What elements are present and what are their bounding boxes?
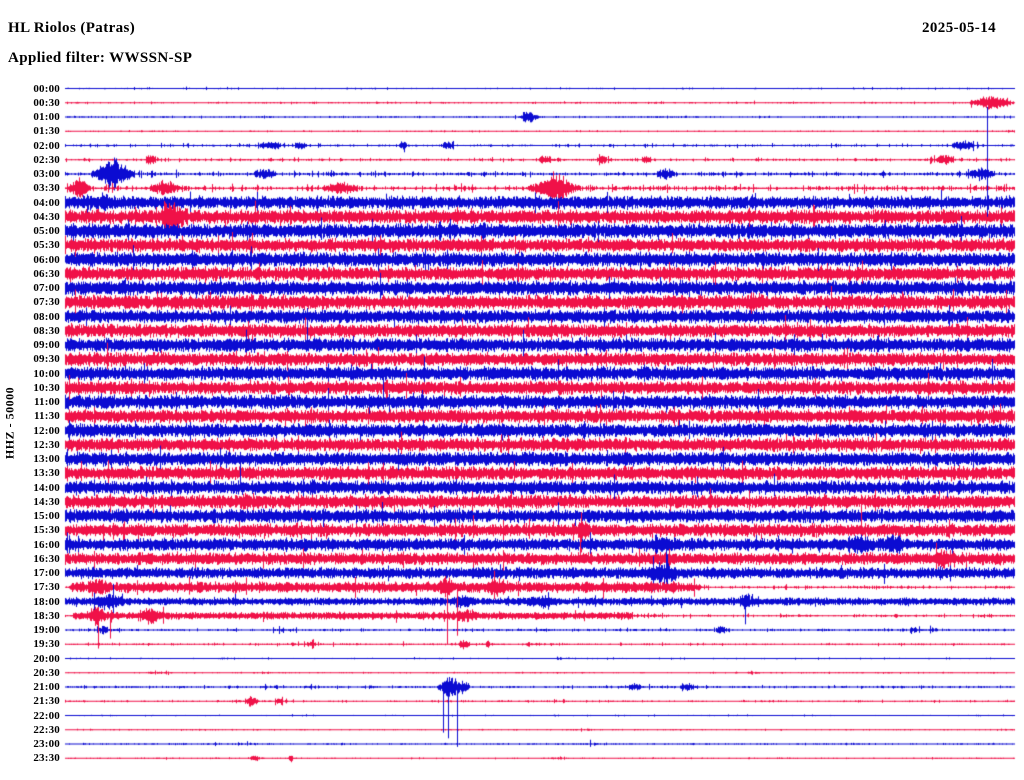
- time-label: 14:30: [33, 495, 60, 508]
- time-label: 02:00: [33, 139, 60, 152]
- time-label: 07:00: [33, 282, 60, 294]
- time-label: 04:30: [33, 210, 60, 223]
- time-label: 10:30: [33, 381, 60, 394]
- time-label: 12:30: [33, 438, 60, 451]
- time-label: 21:00: [33, 681, 60, 693]
- station-title: HL Riolos (Patras): [8, 20, 136, 36]
- time-label: 00:00: [33, 82, 60, 95]
- time-label: 01:00: [33, 111, 60, 123]
- time-label: 20:00: [33, 652, 60, 665]
- time-label: 05:00: [33, 225, 60, 237]
- time-label: 07:30: [33, 296, 60, 309]
- applied-filter-label: Applied filter: WWSSN-SP: [8, 50, 193, 66]
- time-label: 08:30: [33, 324, 60, 337]
- record-date: 2025-05-14: [922, 20, 996, 36]
- time-label: 23:00: [33, 738, 60, 750]
- time-label: 15:00: [33, 510, 60, 522]
- time-label: 04:00: [33, 196, 60, 209]
- time-label: 19:00: [33, 624, 60, 636]
- time-label: 21:30: [33, 695, 60, 708]
- time-label: 05:30: [33, 239, 60, 252]
- time-label: 00:30: [33, 96, 60, 109]
- time-label: 18:00: [33, 595, 60, 608]
- time-label: 13:30: [33, 467, 60, 480]
- time-label: 09:00: [33, 339, 60, 351]
- time-label: 03:30: [33, 182, 60, 195]
- time-label: 01:30: [33, 125, 60, 138]
- time-label: 11:30: [33, 410, 60, 423]
- time-label: 15:30: [33, 524, 60, 537]
- time-label: 20:30: [33, 666, 60, 679]
- time-label: 02:30: [33, 153, 60, 166]
- time-label: 06:30: [33, 267, 60, 280]
- time-axis: 00:00 00:30 01:00 01:30 02:00 02:30 03:00 03:30…: [0, 0, 62, 780]
- time-label: 17:00: [33, 567, 60, 579]
- time-label: 17:30: [33, 581, 60, 594]
- time-label: 22:00: [33, 709, 60, 722]
- time-label: 16:00: [33, 538, 60, 551]
- time-label: 14:00: [33, 481, 60, 494]
- time-label: 08:00: [33, 310, 60, 323]
- time-label: 03:00: [33, 168, 60, 180]
- time-label: 12:00: [33, 424, 60, 437]
- time-label: 22:30: [33, 723, 60, 736]
- time-label: 18:30: [33, 609, 60, 622]
- time-label: 06:00: [33, 253, 60, 266]
- time-label: 10:00: [33, 367, 60, 380]
- time-label: 11:00: [33, 396, 60, 408]
- time-label: 19:30: [33, 638, 60, 651]
- time-label: 16:30: [33, 552, 60, 565]
- time-label: 13:00: [33, 453, 60, 465]
- time-label: 09:30: [33, 353, 60, 366]
- time-label: 23:30: [33, 752, 60, 765]
